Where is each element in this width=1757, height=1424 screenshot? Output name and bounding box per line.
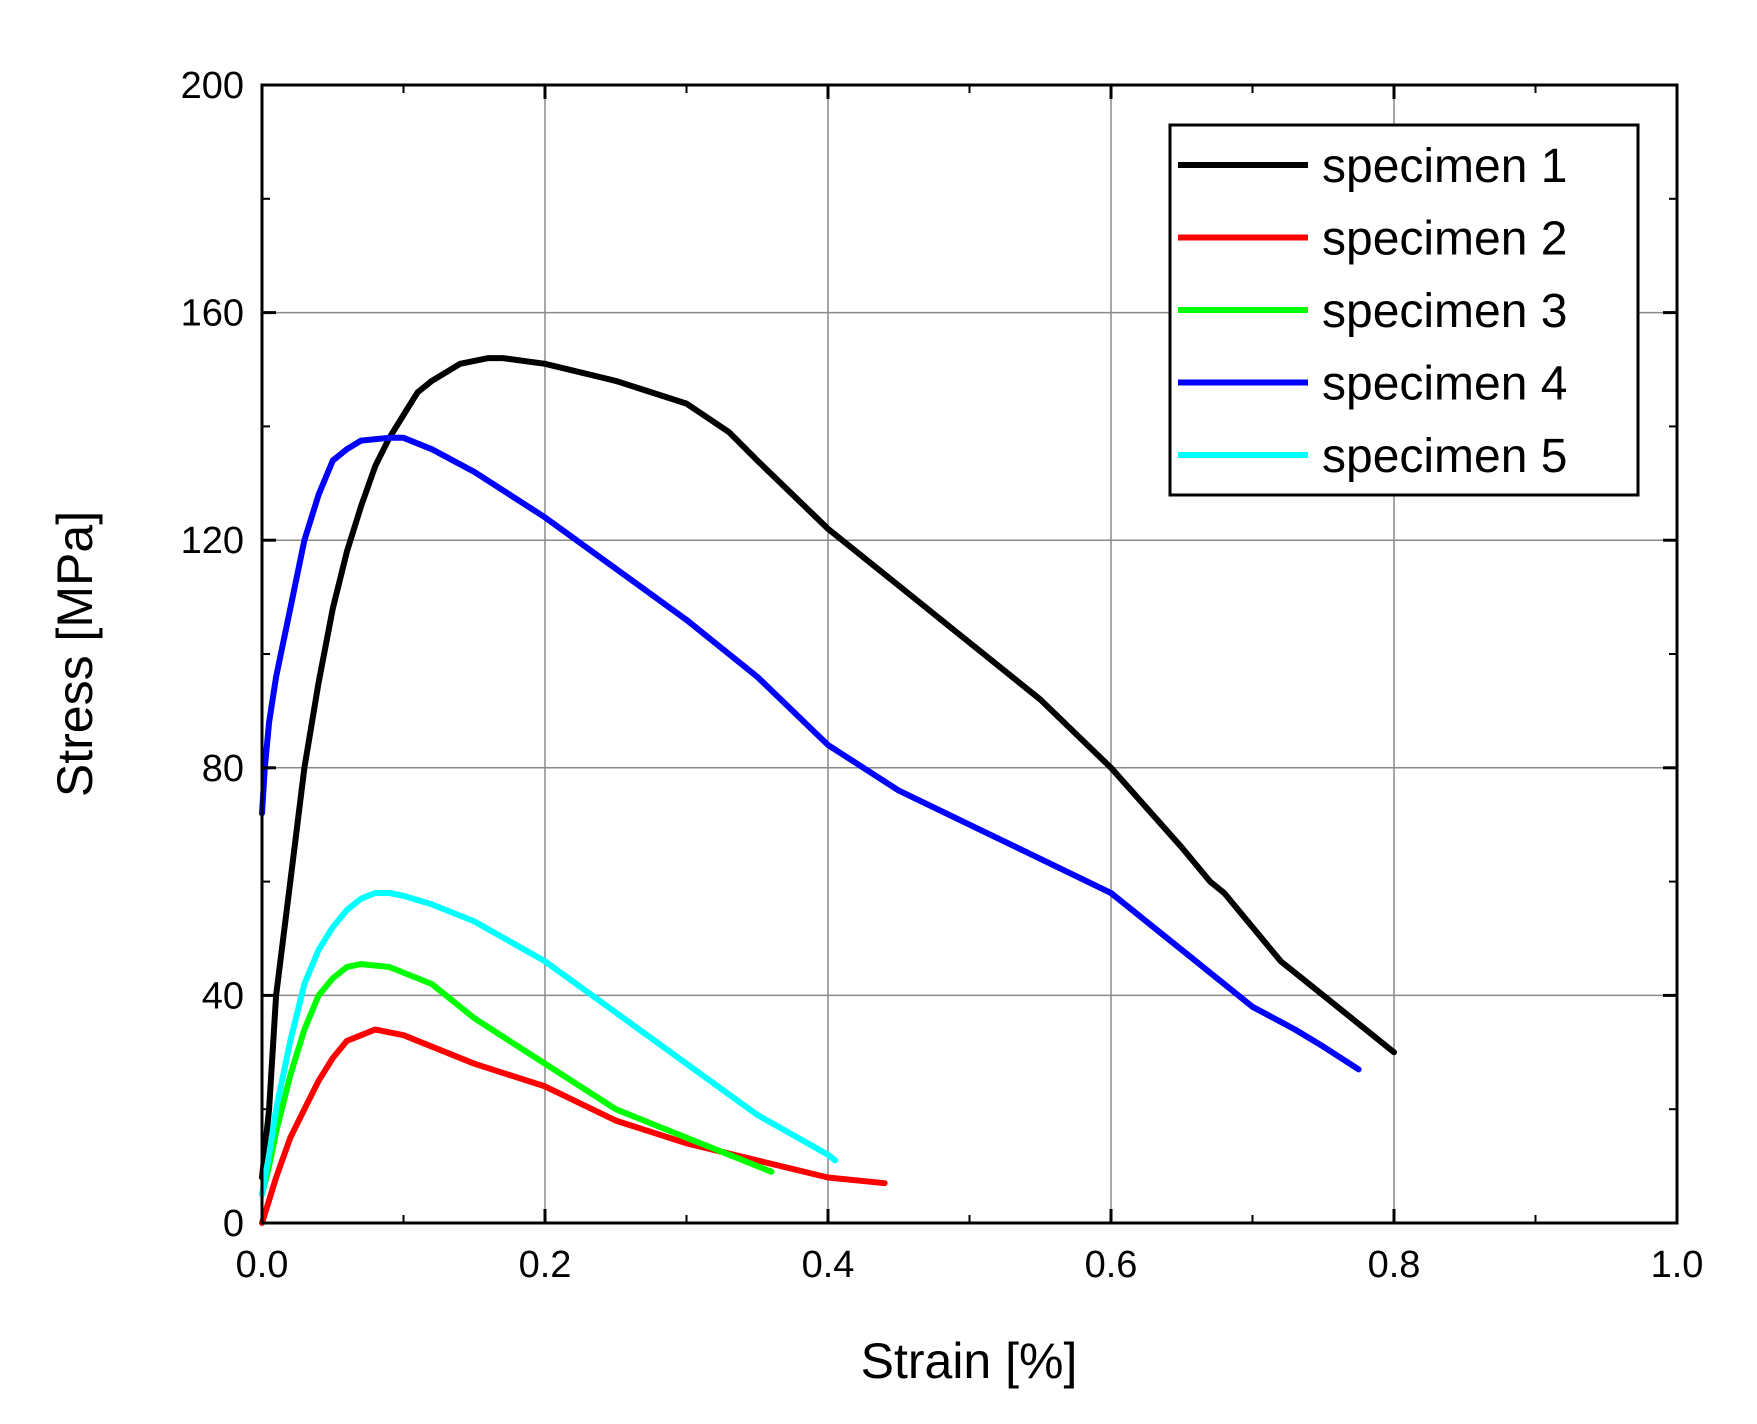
legend-label-specimen-1: specimen 1	[1322, 140, 1567, 193]
y-tick-label: 160	[181, 293, 244, 335]
series-line-specimen-3	[259, 961, 775, 1198]
legend-label-specimen-2: specimen 2	[1322, 213, 1567, 266]
legend-label-specimen-5: specimen 5	[1322, 430, 1567, 483]
series-line-specimen-5	[259, 890, 839, 1198]
series-line-specimen-2	[259, 1026, 888, 1226]
ticks	[260, 83, 1679, 1225]
y-tick-label: 120	[181, 520, 244, 562]
x-tick-label: 1.0	[1651, 1244, 1704, 1286]
x-tick-label: 0.4	[802, 1244, 855, 1286]
x-axis-label: Strain [%]	[861, 1333, 1078, 1389]
legend-label-specimen-4: specimen 4	[1322, 358, 1567, 411]
tick-labels: 0.0 0.2 0.4 0.6 0.8 1.0 0 40 80 120 160 200	[181, 65, 1704, 1286]
series-group	[259, 355, 1397, 1226]
y-tick-label: 40	[202, 975, 244, 1017]
legend: specimen 1 specimen 2 specimen 3 specimen 4…	[1168, 123, 1640, 497]
x-tick-label: 0.6	[1085, 1244, 1138, 1286]
series-line-specimen-1	[259, 355, 1397, 1181]
series-line-specimen-4	[259, 434, 1362, 1073]
y-tick-label: 0	[223, 1203, 244, 1245]
y-tick-label: 80	[202, 748, 244, 790]
x-tick-label: 0.2	[519, 1244, 572, 1286]
legend-label-specimen-3: specimen 3	[1322, 285, 1567, 338]
y-tick-label: 200	[181, 65, 244, 107]
x-tick-label: 0.8	[1368, 1244, 1421, 1286]
x-tick-label: 0.0	[236, 1244, 289, 1286]
y-axis-label: Stress [MPa]	[47, 511, 103, 797]
